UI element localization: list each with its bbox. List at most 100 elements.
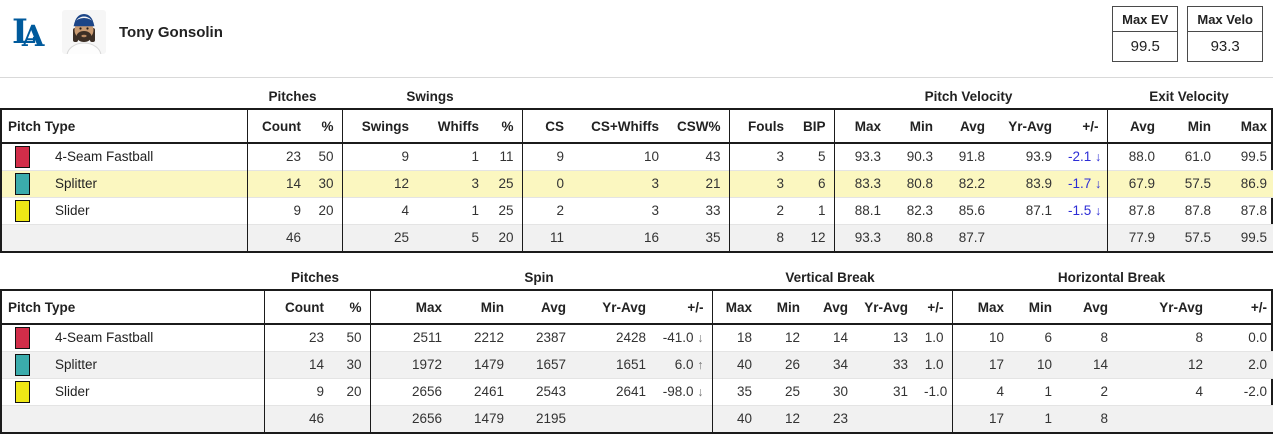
stat-cell: 1 — [471, 149, 480, 165]
column-header-max: Max — [370, 291, 451, 325]
stat-cell: 87.8 — [1107, 196, 1164, 224]
velocity-table-group-headers: Pitches Swings Pitch Velocity Exit Velocity — [0, 85, 1273, 108]
stat-cell: 80.8 — [889, 223, 942, 251]
stat-cell: 18 — [736, 330, 753, 346]
stat-cell — [309, 223, 343, 251]
stat-cell: 14 — [1060, 350, 1117, 378]
pitch-row-splitter[interactable]: Splitter 14 30 12 3 25 0 3 21 3 6 83.3 80.8 82.2 83.9-… — [2, 169, 1273, 197]
stat-cell: 5 — [417, 223, 488, 251]
stat-cell: 10 — [643, 149, 660, 165]
column-header-avg: Avg — [941, 110, 994, 144]
column-header-yr-avg: Yr-Avg — [993, 110, 1061, 144]
stat-cell: 50 — [332, 324, 371, 351]
stat-cell: 20 — [309, 196, 343, 224]
stat-cell: 4 — [342, 196, 418, 224]
swatch-cell — [2, 196, 48, 224]
stat-cell: 20 — [332, 377, 371, 405]
stat-cell: 0.0 — [1248, 330, 1268, 346]
max-ev-label: Max EV — [1113, 7, 1178, 32]
stat-cell: 1479 — [450, 350, 513, 378]
stat-cell — [1060, 223, 1108, 251]
max-velo-value: 93.3 — [1210, 38, 1240, 55]
column-header-avg: Avg — [1060, 291, 1117, 325]
stat-cell: 1.0 — [916, 324, 953, 351]
stat-cell: 3 — [572, 169, 668, 197]
stat-cell: 1.0 — [916, 350, 953, 378]
stat-cell: 57.5 — [1163, 223, 1220, 251]
pitch-name-cell: Splitter — [48, 350, 265, 378]
stat-cell: 1 — [417, 196, 488, 224]
stat-cell: 11 — [487, 143, 523, 170]
stat-cell: 14 — [247, 169, 310, 197]
velocity-table-border: Pitch Type Count% Swings Whiffs% CS CS+Whiffs… — [0, 108, 1273, 253]
stat-cell: 1 — [792, 196, 835, 224]
stat-cell: 57.5 — [1163, 169, 1220, 197]
pitch-row-4-seam-fastball[interactable]: 4-Seam Fastball 23 50 9 1 11 9 10 43 3 5 93.3 90.3 91… — [2, 143, 1273, 170]
stat-cell: 99.5 — [1219, 223, 1273, 251]
stat-cell: 2 — [729, 196, 793, 224]
stat-cell: 3 — [729, 169, 793, 197]
column-header-spacer: +/- — [916, 291, 953, 325]
stat-cell: 20 — [487, 223, 523, 251]
stat-cell: 9 — [264, 377, 333, 405]
pitch-row-splitter[interactable]: Splitter 14 30 1972 1479 1657 1651 6.0 ↑ 40 26 34 3… — [2, 350, 1273, 378]
stat-cell: 25 — [487, 169, 523, 197]
max-velo-box: Max Velo 93.3 — [1187, 6, 1263, 62]
stat-cell — [916, 404, 953, 432]
column-header-min: Min — [889, 110, 942, 144]
stat-cell: 6.0 ↑ — [654, 350, 713, 378]
stat-cell: 12 — [760, 404, 809, 432]
column-header-max: Max — [712, 291, 761, 325]
pitch-name-cell: Slider — [48, 377, 265, 405]
pitch-row-slider[interactable]: Slider 9 20 4 1 25 2 3 33 2 1 88.1 82.3 85.6 87.1 -1.5 … — [2, 196, 1273, 224]
stat-cell: 46 — [264, 404, 333, 432]
stat-cell: 8 — [1195, 330, 1204, 346]
swatch-cell — [2, 350, 48, 378]
stat-cell: 35 — [712, 377, 761, 405]
spin-break-table-section: Pitches Spin Vertical Break Horizontal Brea… — [0, 266, 1273, 434]
pitch-row-4-seam-fastball[interactable]: 4-Seam Fastball 23 50 2511 2212 2387 2428 -41.0… — [2, 324, 1273, 351]
trend-down-arrow-icon: ↓ — [697, 331, 704, 346]
group-header-swings: Swings — [406, 89, 454, 104]
totals-row: 46 25 5 20 11 16 35 8 12 93.3 80.8 87.7 77.9 57.5 99.5 — [2, 223, 1273, 251]
totals-row: 46 2656 1479 2195 40 12 23 17 1 8 — [2, 404, 1273, 432]
column-header-cs: CS — [522, 110, 573, 144]
stat-cell: 3 — [417, 169, 488, 197]
stat-cell: 8 — [1060, 404, 1117, 432]
stat-cell: 2656 — [370, 404, 451, 432]
stat-cell: 88.0 — [1128, 149, 1156, 165]
pitch-name-cell: Splitter — [48, 169, 248, 197]
stat-cell: 23 — [285, 149, 302, 165]
stat-cell: 17 — [952, 404, 1013, 432]
swatch-cell — [2, 143, 48, 170]
stat-cell: 2543 — [512, 377, 575, 405]
stat-cell: 87.1 — [993, 196, 1061, 224]
stat-cell: 1657 — [512, 350, 575, 378]
stat-cell: -41.0 ↓ — [654, 324, 713, 351]
pitch-name-cell — [48, 223, 248, 251]
column-header-swings: Swings — [342, 110, 418, 144]
group-header-spin: Spin — [524, 270, 554, 285]
stat-cell: -1.7 ↓ — [1060, 169, 1108, 197]
swatch-cell — [2, 223, 48, 251]
swatch-cell — [2, 324, 48, 351]
group-header-pitches: Pitches — [290, 270, 340, 285]
group-header-pitch-velocity: Pitch Velocity — [924, 89, 1013, 104]
stat-cell: 5 — [792, 143, 835, 170]
stat-cell: 2461 — [450, 377, 513, 405]
column-header-spacer: % — [487, 110, 523, 144]
stat-cell: 50 — [309, 143, 343, 170]
column-header-max: Max — [952, 291, 1013, 325]
max-ev-box: Max EV 99.5 — [1112, 6, 1179, 62]
stat-cell: 2428 — [615, 330, 647, 346]
trend-down-arrow-icon: ↓ — [1095, 177, 1102, 191]
column-header-yr-avg: Yr-Avg — [1116, 291, 1212, 325]
stat-cell: 21 — [667, 169, 730, 197]
group-header-exit-velocity: Exit Velocity — [1149, 89, 1229, 104]
column-header-spacer: +/- — [1211, 291, 1273, 325]
stat-cell: 40 — [712, 404, 761, 432]
column-header-cs-whiffs: CS+Whiffs — [572, 110, 668, 144]
pitch-row-slider[interactable]: Slider 9 20 2656 2461 2543 2641 -98.0 ↓ 35 25 30 31… — [2, 377, 1273, 405]
trend-down-arrow-icon: ↓ — [697, 385, 704, 399]
stat-cell: 91.8 — [958, 149, 986, 165]
